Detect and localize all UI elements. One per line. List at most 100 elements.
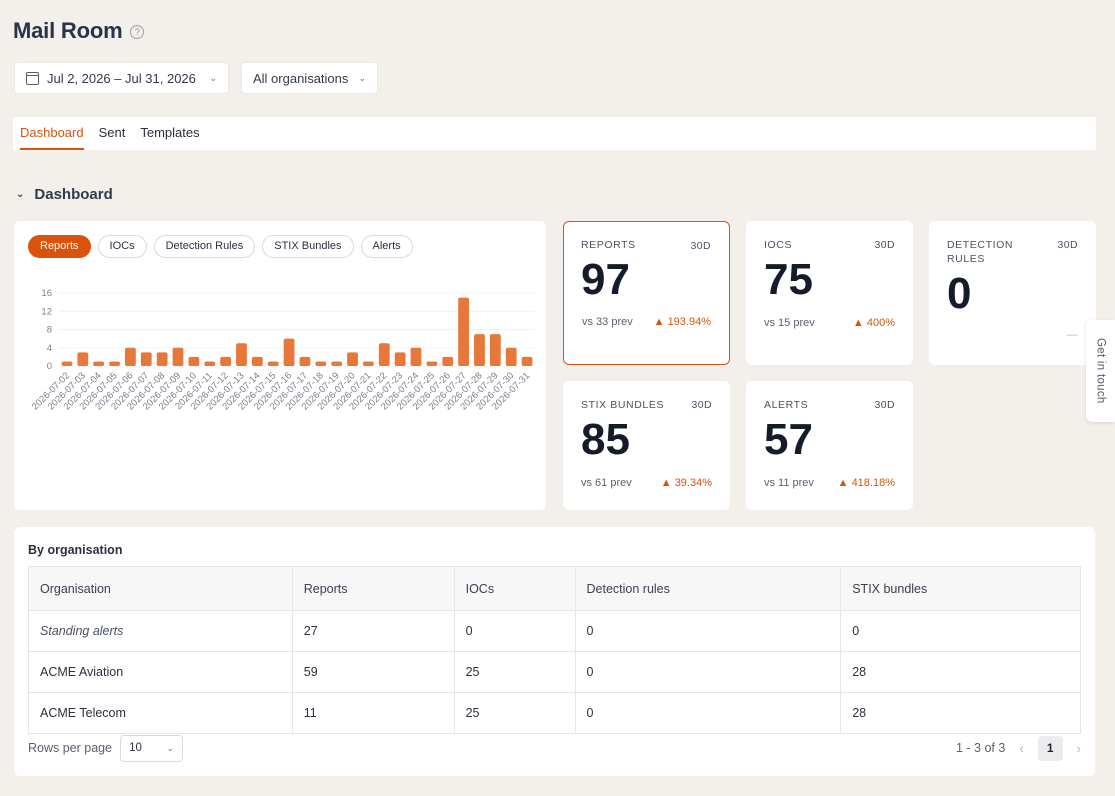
tab-sent[interactable]: Sent bbox=[98, 125, 126, 140]
chart-bar[interactable] bbox=[378, 343, 390, 366]
stat-previous: vs 11 prev bbox=[764, 477, 814, 489]
chart-bar[interactable] bbox=[204, 361, 216, 366]
column-header[interactable]: IOCs bbox=[453, 566, 576, 611]
stat-label: REPORTS bbox=[581, 239, 636, 251]
table-cell: 0 bbox=[453, 610, 576, 652]
section-toggle[interactable]: ⌄ Dashboard bbox=[16, 186, 113, 203]
table-row[interactable]: ACME Aviation 59 25 0 28 bbox=[28, 651, 1081, 693]
stat-no-change: — bbox=[1067, 329, 1078, 341]
chart-bar[interactable] bbox=[236, 343, 247, 366]
table-cell: 11 bbox=[291, 692, 455, 734]
chart-bar[interactable] bbox=[474, 334, 485, 366]
chart-bar[interactable] bbox=[521, 356, 533, 366]
table-cell: ACME Telecom bbox=[28, 692, 293, 734]
pagination: Rows per page 10 ⌄ 1 - 3 of 3 ‹ 1 › bbox=[28, 734, 1081, 762]
tab-dashboard[interactable]: Dashboard bbox=[20, 117, 84, 150]
column-header[interactable]: Reports bbox=[291, 566, 455, 611]
chart-bar[interactable] bbox=[156, 352, 168, 366]
stat-value: 57 bbox=[764, 415, 813, 464]
rows-per-page-label: Rows per page bbox=[28, 741, 113, 755]
get-in-touch-tab[interactable]: Get in touch bbox=[1086, 320, 1115, 422]
organisation-select[interactable]: All organisations ⌄ bbox=[241, 62, 378, 94]
chart-bar[interactable] bbox=[188, 356, 200, 366]
stat-period: 30D bbox=[874, 239, 895, 251]
stat-value: 75 bbox=[764, 255, 813, 304]
table-cell: ACME Aviation bbox=[28, 651, 293, 693]
table-title: By organisation bbox=[28, 543, 123, 557]
stat-card-alerts[interactable]: ALERTS 30D 57 vs 11 prev ▲ 418.18% bbox=[746, 381, 913, 510]
section-title: Dashboard bbox=[34, 186, 113, 203]
stat-value: 85 bbox=[581, 415, 630, 464]
pill-detection-rules[interactable]: Detection Rules bbox=[153, 235, 256, 258]
trend-up-icon: ▲ bbox=[837, 477, 849, 489]
pill-stix-bundles[interactable]: STIX Bundles bbox=[262, 235, 354, 258]
stat-card-iocs[interactable]: IOCS 30D 75 vs 15 prev ▲ 400% bbox=[746, 221, 913, 365]
chart-bar[interactable] bbox=[172, 347, 184, 366]
chart-bar[interactable] bbox=[125, 347, 136, 366]
pill-iocs[interactable]: IOCs bbox=[97, 235, 147, 258]
chart-bar[interactable] bbox=[458, 297, 469, 366]
chart-bar[interactable] bbox=[426, 361, 438, 366]
chart-bar[interactable] bbox=[394, 352, 406, 366]
pill-reports[interactable]: Reports bbox=[28, 235, 91, 258]
stat-card-reports[interactable]: REPORTS 30D 97 vs 33 prev ▲ 193.94% bbox=[563, 221, 730, 365]
chart-bar[interactable] bbox=[77, 352, 89, 366]
table-cell: 0 bbox=[574, 610, 842, 652]
chart-bar[interactable] bbox=[267, 361, 279, 366]
stat-period: 30D bbox=[691, 399, 712, 411]
column-header[interactable]: Organisation bbox=[28, 566, 293, 611]
chart-bar[interactable] bbox=[315, 361, 327, 366]
tab-bar: Dashboard Sent Templates bbox=[13, 117, 1096, 150]
chart-bar[interactable] bbox=[220, 356, 231, 366]
rows-per-page-select[interactable]: 10 ⌄ bbox=[120, 734, 184, 762]
trend-up-icon: ▲ bbox=[653, 316, 665, 328]
chevron-down-icon: ⌄ bbox=[209, 72, 217, 83]
chart-bar[interactable] bbox=[363, 361, 374, 366]
stat-change-value: 39.34% bbox=[674, 477, 712, 489]
collapse-icon: ⌄ bbox=[16, 189, 25, 200]
stat-period: 30D bbox=[1057, 239, 1078, 251]
table-cell: 25 bbox=[453, 651, 576, 693]
chart-bar[interactable] bbox=[251, 356, 263, 366]
y-tick-label: 4 bbox=[47, 343, 52, 354]
table-cell: 0 bbox=[574, 651, 842, 693]
stat-previous: vs 61 prev bbox=[581, 477, 632, 489]
help-icon[interactable]: ? bbox=[130, 25, 145, 39]
table-row[interactable]: ACME Telecom 11 25 0 28 bbox=[28, 692, 1081, 734]
chart-bar[interactable] bbox=[61, 361, 73, 366]
chart-bar[interactable] bbox=[442, 356, 454, 366]
chart-bar[interactable] bbox=[299, 356, 311, 366]
chart-bar[interactable] bbox=[489, 334, 501, 366]
chart-bar[interactable] bbox=[93, 361, 105, 366]
table-cell: 27 bbox=[291, 610, 455, 652]
pill-alerts[interactable]: Alerts bbox=[360, 235, 413, 258]
stat-card-detection-rules[interactable]: DETECTION RULES 30D 0 — bbox=[929, 221, 1096, 365]
stat-previous: vs 33 prev bbox=[582, 316, 633, 328]
organisation-table: Organisation Reports IOCs Detection rule… bbox=[28, 566, 1081, 734]
stat-change: ▲ 418.18% bbox=[838, 477, 895, 489]
previous-page-icon[interactable]: ‹ bbox=[1019, 740, 1024, 756]
column-header[interactable]: STIX bundles bbox=[840, 566, 1081, 611]
tab-templates[interactable]: Templates bbox=[140, 125, 200, 140]
table-cell: 25 bbox=[453, 692, 576, 734]
stat-value: 0 bbox=[947, 269, 972, 318]
chart-bar[interactable] bbox=[140, 352, 152, 366]
stat-change: ▲ 400% bbox=[853, 317, 895, 329]
stat-change: ▲ 193.94% bbox=[654, 316, 711, 328]
next-page-icon[interactable]: › bbox=[1076, 740, 1081, 756]
stat-previous: vs 15 prev bbox=[764, 317, 815, 329]
chart-bar[interactable] bbox=[505, 347, 517, 366]
column-header[interactable]: Detection rules bbox=[574, 566, 842, 611]
chart-bar[interactable] bbox=[109, 361, 120, 366]
stat-change: ▲ 39.34% bbox=[661, 477, 712, 489]
chart-bar[interactable] bbox=[410, 347, 422, 366]
page-button[interactable]: 1 bbox=[1037, 735, 1063, 761]
table-row[interactable]: Standing alerts 27 0 0 0 bbox=[28, 610, 1081, 652]
chart-bar[interactable] bbox=[283, 338, 295, 366]
bar-chart: 04812162026-07-022026-07-032026-07-04202… bbox=[30, 288, 535, 412]
date-range-picker[interactable]: Jul 2, 2026 – Jul 31, 2026 ⌄ bbox=[14, 62, 229, 94]
stat-card-stix-bundles[interactable]: STIX BUNDLES 30D 85 vs 61 prev ▲ 39.34% bbox=[563, 381, 730, 510]
chart-bar[interactable] bbox=[347, 352, 358, 366]
chart-bar[interactable] bbox=[331, 361, 343, 366]
page-header: Mail Room ? bbox=[13, 18, 145, 44]
